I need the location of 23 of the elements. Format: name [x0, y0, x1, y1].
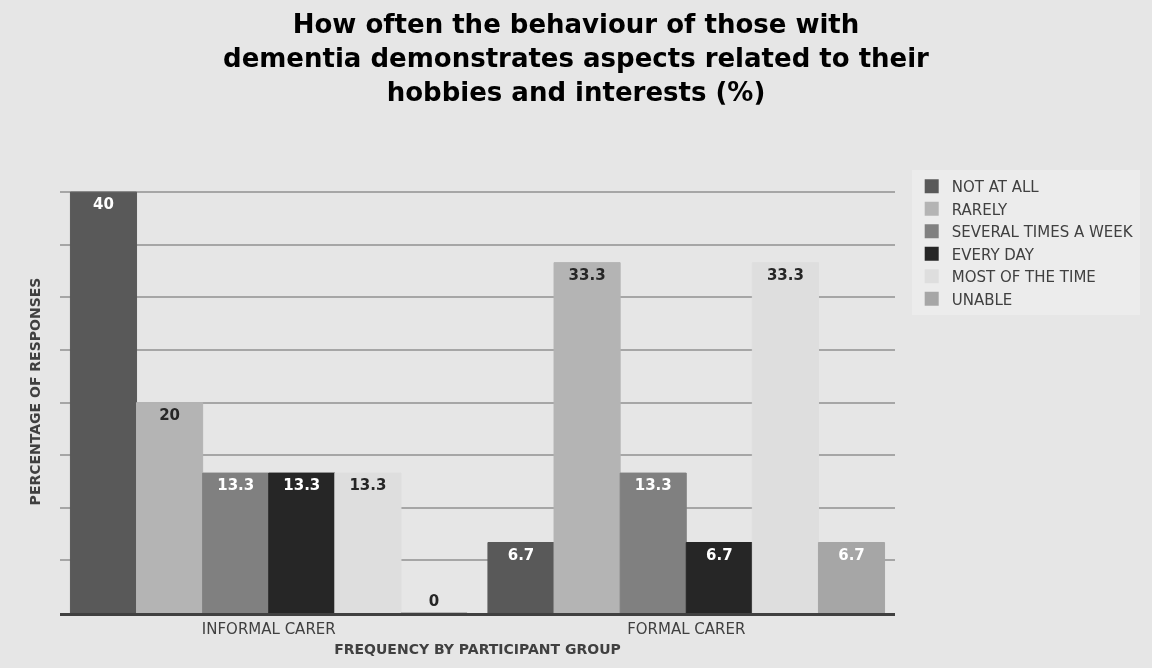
data-label: 33.3 — [568, 265, 606, 284]
y-axis-title: PERCENTAGE OF RESPONSES — [26, 277, 43, 506]
legend-label: MOST OF THE TIME — [951, 268, 1096, 287]
legend-label: SEVERAL TIMES A WEEK — [951, 223, 1134, 242]
data-label: 33.3 — [766, 265, 804, 284]
data-label: 13.3 — [283, 476, 321, 495]
x-tick-label: INFORMAL CARER — [201, 620, 336, 638]
legend-label: NOT AT ALL — [951, 178, 1040, 197]
x-tick-label: FORMAL CARER — [627, 620, 746, 638]
chart-title: How often the behaviour of those with dementia demonstrates aspects related to their hobbies and interests (%) — [223, 9, 930, 107]
data-label: 0 — [428, 592, 440, 610]
data-label: 6.7 — [706, 545, 733, 564]
data-label: 6.7 — [507, 545, 535, 564]
legend-label: EVERY DAY — [951, 245, 1035, 264]
legend-label: UNABLE — [951, 290, 1013, 309]
data-label: 20 — [159, 405, 181, 424]
data-label: 13.3 — [634, 476, 672, 495]
data-label: 13.3 — [217, 476, 255, 495]
legend-label: RARELY — [951, 200, 1009, 219]
data-label: 13.3 — [349, 476, 387, 495]
data-label: 6.7 — [838, 545, 865, 564]
x-axis-title: FREQUENCY BY PARTICIPANT GROUP — [334, 641, 621, 658]
data-label: 40 — [93, 195, 114, 214]
